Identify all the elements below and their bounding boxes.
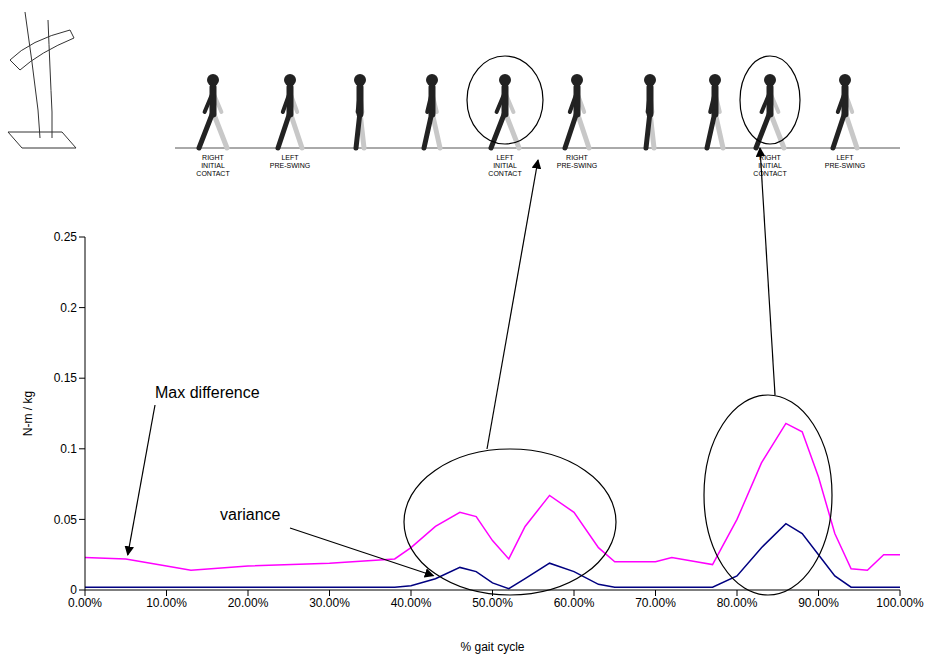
svg-text:N-m / kg: N-m / kg <box>21 391 35 436</box>
svg-text:LEFTPRE-SWING: LEFTPRE-SWING <box>825 154 865 169</box>
svg-text:60.00%: 60.00% <box>554 596 595 610</box>
svg-text:variance: variance <box>220 506 281 523</box>
svg-text:LEFTPRE-SWING: LEFTPRE-SWING <box>270 154 310 169</box>
svg-text:RIGHTPRE-SWING: RIGHTPRE-SWING <box>557 154 597 169</box>
svg-text:30.00%: 30.00% <box>309 596 350 610</box>
svg-text:% gait cycle: % gait cycle <box>460 640 524 654</box>
svg-text:RIGHTINITIALCONTACT: RIGHTINITIALCONTACT <box>196 154 230 177</box>
svg-text:10.00%: 10.00% <box>146 596 187 610</box>
svg-text:0: 0 <box>70 583 77 597</box>
svg-text:90.00%: 90.00% <box>798 596 839 610</box>
svg-text:0.1: 0.1 <box>60 442 77 456</box>
svg-text:80.00%: 80.00% <box>717 596 758 610</box>
svg-text:LEFTINITIALCONTACT: LEFTINITIALCONTACT <box>488 154 522 177</box>
svg-text:20.00%: 20.00% <box>228 596 269 610</box>
svg-text:0.05: 0.05 <box>54 513 78 527</box>
svg-text:0.25: 0.25 <box>54 230 78 244</box>
svg-text:100.00%: 100.00% <box>876 596 924 610</box>
svg-text:RIGHTINITIALCONTACT: RIGHTINITIALCONTACT <box>753 154 787 177</box>
svg-text:Max difference: Max difference <box>155 384 260 401</box>
svg-text:0.15: 0.15 <box>54 371 78 385</box>
svg-text:0.00%: 0.00% <box>68 596 102 610</box>
svg-text:70.00%: 70.00% <box>635 596 676 610</box>
svg-text:40.00%: 40.00% <box>391 596 432 610</box>
svg-text:50.00%: 50.00% <box>472 596 513 610</box>
svg-text:0.2: 0.2 <box>60 301 77 315</box>
